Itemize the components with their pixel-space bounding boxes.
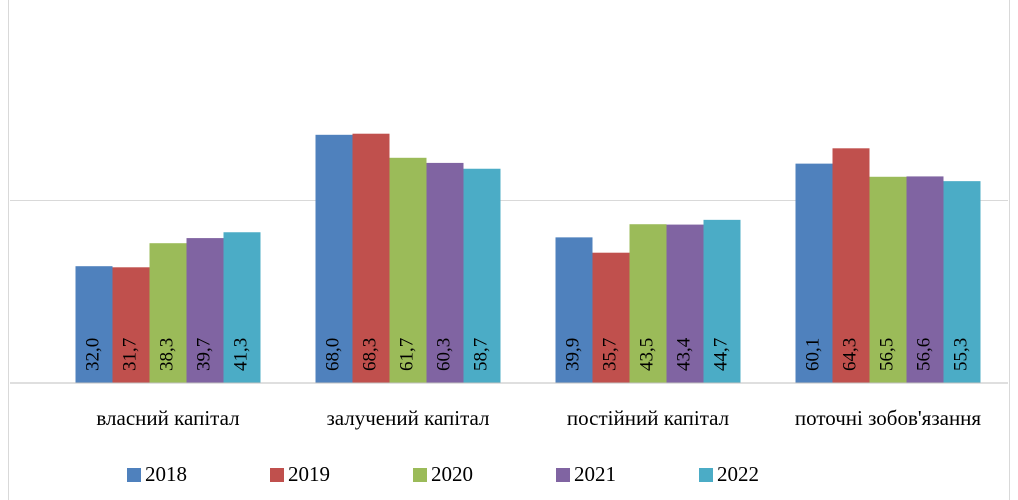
data-label: 39,9 [562,338,583,371]
bar [463,168,501,383]
legend-swatch [413,468,427,482]
bar [315,134,353,383]
data-label: 68,3 [359,338,380,371]
x-tick-label: постійний капітал [566,406,730,430]
x-tick-label: залучений капітал [326,406,490,430]
bar [112,267,150,383]
data-label: 56,6 [913,338,934,371]
data-label: 43,4 [673,337,694,371]
bar [906,176,944,383]
bar [629,224,667,383]
data-label: 43,5 [636,338,657,371]
legend-label: 2018 [145,462,187,486]
data-label: 64,3 [839,338,860,371]
x-tick-label: власний капітал [96,406,240,430]
bar [703,219,741,383]
data-label: 44,7 [710,338,731,371]
legend-label: 2020 [431,462,473,486]
legend-swatch [699,468,713,482]
data-label: 60,1 [802,338,823,371]
legend-swatch [556,468,570,482]
bar [389,157,427,383]
bar [666,224,704,383]
data-label: 58,7 [470,338,491,371]
data-label: 31,7 [119,338,140,371]
chart-frame [8,0,1010,500]
bar [223,232,261,383]
bar [795,163,833,383]
legend-swatch [127,468,141,482]
data-label: 56,5 [876,338,897,371]
x-tick-label: поточні зобов'язання [794,406,982,430]
bar [352,133,390,383]
data-label: 41,3 [230,338,251,371]
data-label: 38,3 [156,338,177,371]
bar [832,148,870,383]
data-label: 35,7 [599,338,620,371]
data-label: 61,7 [396,338,417,371]
legend-swatch [270,468,284,482]
bar [943,181,981,383]
data-label: 60,3 [433,338,454,371]
legend-label: 2022 [717,462,759,486]
bar [869,176,907,383]
data-label: 68,0 [322,338,343,371]
data-label: 32,0 [82,338,103,371]
bar [149,243,187,383]
legend-label: 2019 [288,462,330,486]
bar [592,252,630,383]
bar [426,162,464,383]
legend-label: 2021 [574,462,616,486]
data-label: 39,7 [193,338,214,371]
data-label: 55,3 [950,338,971,371]
bar [186,238,224,383]
bar [555,237,593,383]
bar [75,266,113,383]
